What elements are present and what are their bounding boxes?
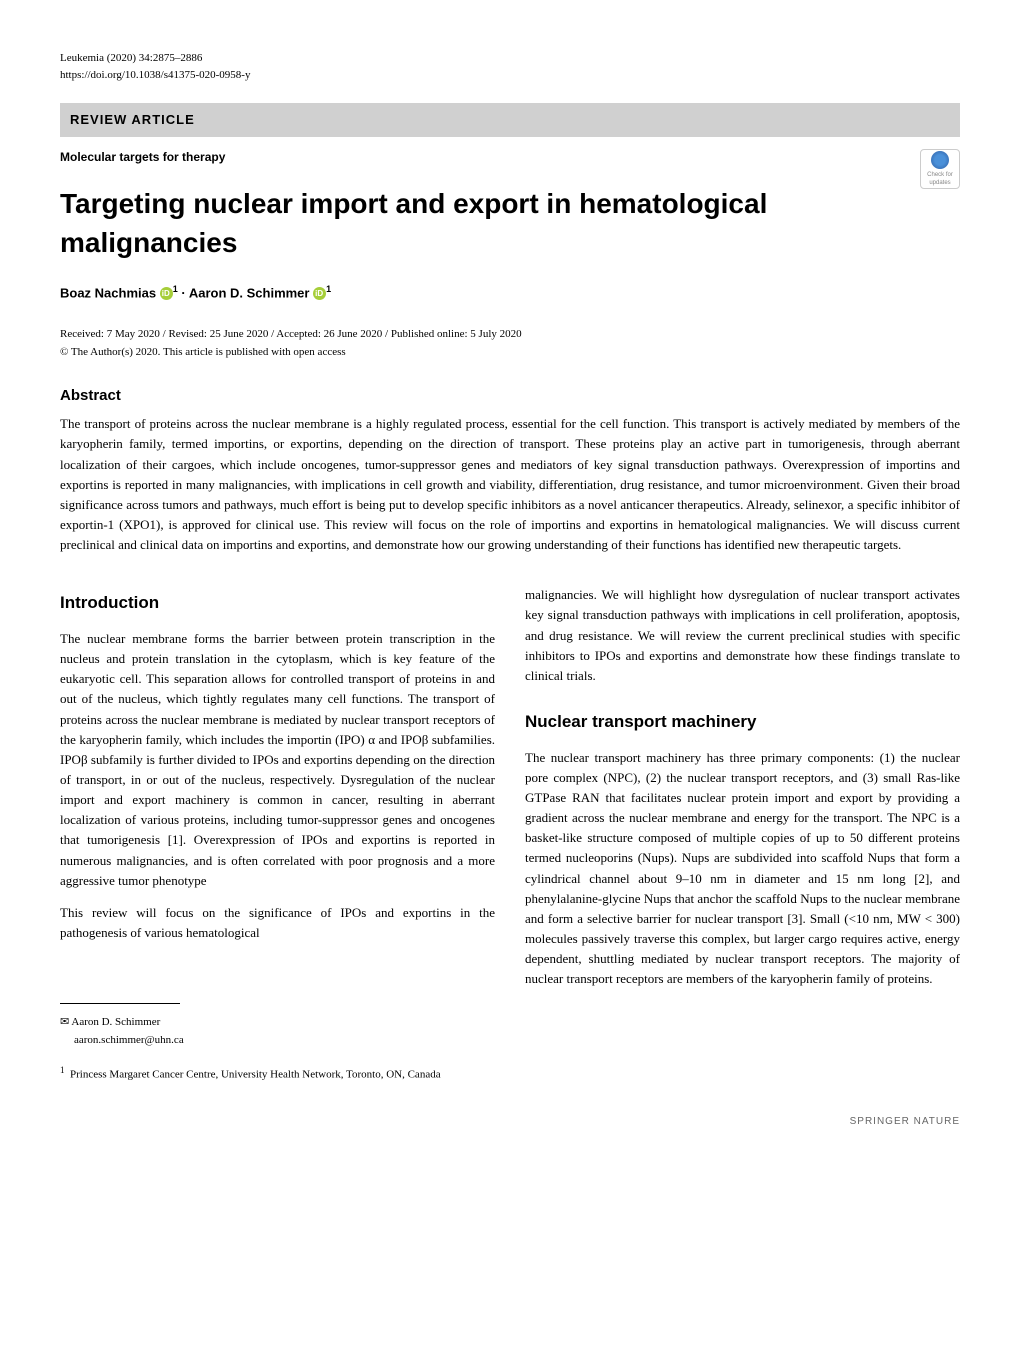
author-1-affil: 1 (173, 284, 178, 294)
journal-citation: Leukemia (2020) 34:2875–2886 (60, 50, 960, 67)
article-title: Targeting nuclear import and export in h… (60, 184, 960, 262)
affiliation-text: Princess Margaret Cancer Centre, Univers… (70, 1069, 441, 1081)
doi: https://doi.org/10.1038/s41375-020-0958-… (60, 67, 960, 84)
article-type-bar: REVIEW ARTICLE (60, 103, 960, 137)
envelope-icon: ✉ (60, 1016, 69, 1028)
publisher-mark: SPRINGER NATURE (60, 1115, 960, 1129)
machinery-heading: Nuclear transport machinery (525, 710, 960, 734)
copyright-line: © The Author(s) 2020. This article is pu… (60, 344, 960, 362)
intro-paragraph-2: This review will focus on the significan… (60, 903, 495, 943)
two-column-layout: Introduction The nuclear membrane forms … (60, 585, 960, 1084)
intro-paragraph-1: The nuclear membrane forms the barrier b… (60, 629, 495, 891)
abstract-text: The transport of proteins across the nuc… (60, 414, 960, 555)
corresponding-email: aaron.schimmer@uhn.ca (74, 1034, 184, 1046)
intro-continuation: malignancies. We will highlight how dysr… (525, 585, 960, 686)
affiliation-block: 1 Princess Margaret Cancer Centre, Unive… (60, 1063, 495, 1084)
author-2-affil: 1 (326, 284, 331, 294)
abstract-heading: Abstract (60, 385, 960, 406)
author-separator: · (181, 285, 188, 300)
header-meta: Leukemia (2020) 34:2875–2886 https://doi… (60, 50, 960, 83)
check-updates-text: Check for updates (921, 171, 959, 188)
right-column: malignancies. We will highlight how dysr… (525, 585, 960, 1084)
machinery-paragraph-1: The nuclear transport machinery has thre… (525, 748, 960, 990)
orcid-icon[interactable] (160, 287, 173, 300)
check-updates-icon (931, 151, 949, 169)
left-column: Introduction The nuclear membrane forms … (60, 585, 495, 1084)
section-label: Molecular targets for therapy (60, 149, 960, 166)
dates-line: Received: 7 May 2020 / Revised: 25 June … (60, 326, 960, 344)
orcid-icon[interactable] (313, 287, 326, 300)
article-type-label: REVIEW ARTICLE (70, 112, 195, 127)
affiliation-number: 1 (60, 1065, 65, 1075)
corresponding-author: Aaron D. Schimmer (71, 1016, 160, 1028)
authors-line: Boaz Nachmias 1 · Aaron D. Schimmer 1 (60, 283, 960, 303)
dates-block: Received: 7 May 2020 / Revised: 25 June … (60, 326, 960, 361)
correspondence-block: ✉ Aaron D. Schimmer aaron.schimmer@uhn.c… (60, 1014, 495, 1049)
author-2: Aaron D. Schimmer (189, 285, 310, 300)
author-1: Boaz Nachmias (60, 285, 156, 300)
footnote-rule (60, 1003, 180, 1004)
check-updates-badge[interactable]: Check for updates (920, 149, 960, 189)
introduction-heading: Introduction (60, 591, 495, 615)
